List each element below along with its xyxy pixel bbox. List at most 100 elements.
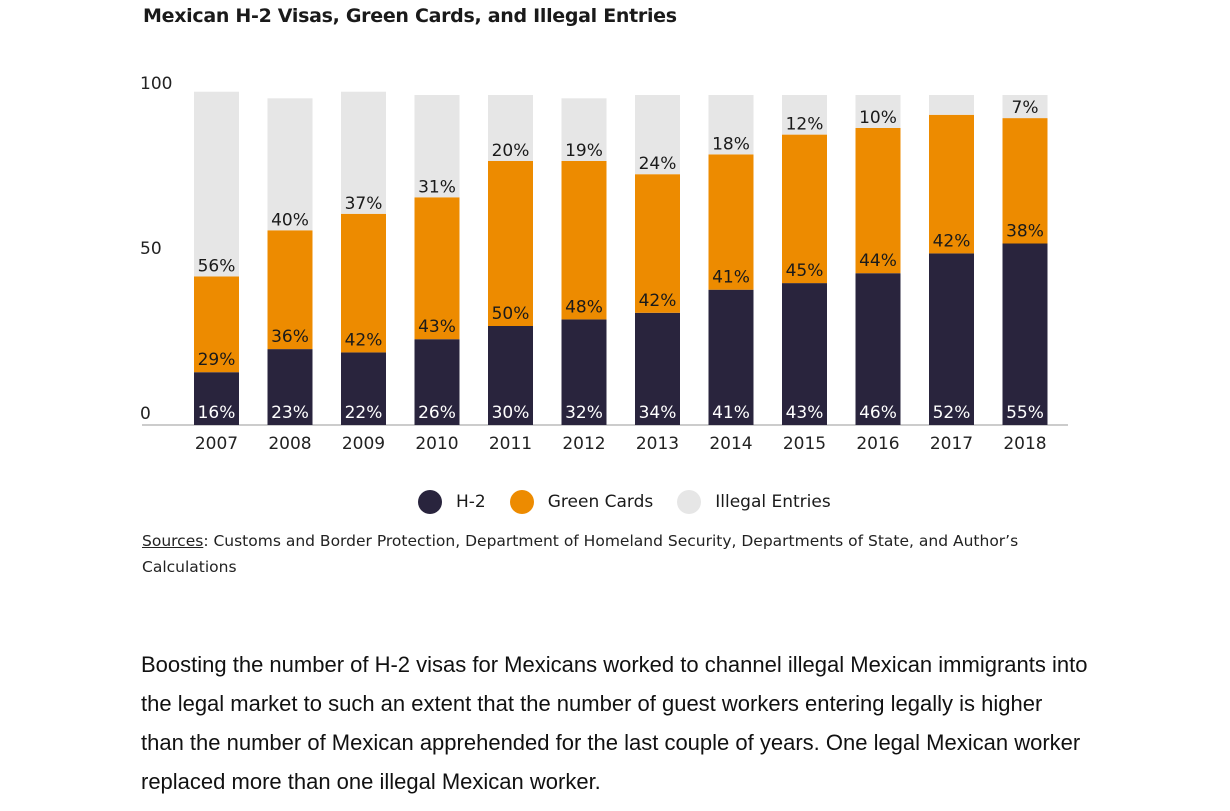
- data-label: 41%: [712, 268, 750, 288]
- bar-segment-green-cards-2010: [414, 197, 460, 340]
- data-label: 16%: [198, 403, 236, 423]
- chart-title: Mexican H-2 Visas, Green Cards, and Ille…: [143, 5, 677, 27]
- bar-segment-h-2-2018: [1002, 243, 1048, 425]
- bar-segment-green-cards-2018: [1002, 118, 1048, 244]
- bar-segment-illegal-entries-2007: [194, 91, 239, 277]
- legend-label-illegal-entries: Illegal Entries: [715, 492, 831, 512]
- legend-label-green-cards: Green Cards: [547, 492, 654, 512]
- legend-swatch-illegal-entries: [677, 490, 702, 514]
- bar-segment-illegal-entries-2008: [267, 98, 313, 231]
- legend-label-h2: H-2: [456, 492, 486, 512]
- legend: H-2 Green Cards Illegal Entries: [418, 490, 855, 514]
- sources-note: Sources: Customs and Border Protection, …: [142, 528, 1022, 580]
- bar-segment-green-cards-2008: [267, 230, 313, 350]
- data-label: 42%: [933, 231, 971, 251]
- x-tick-label: 2008: [268, 434, 311, 454]
- y-tick-label: 0: [140, 404, 151, 424]
- bar-segment-illegal-entries-2016: [855, 95, 901, 128]
- legend-item-h2: H-2: [418, 490, 486, 514]
- bar-segment-illegal-entries-2013: [635, 95, 680, 175]
- data-label: 50%: [492, 304, 530, 324]
- bar-segment-green-cards-2017: [929, 114, 974, 254]
- bar-segment-h-2-2016: [855, 273, 901, 425]
- data-label: 22%: [345, 403, 383, 423]
- sources-label: Sources: [142, 532, 204, 550]
- data-label: 37%: [345, 194, 383, 214]
- data-label: 48%: [565, 297, 603, 317]
- legend-swatch-green-cards: [509, 490, 534, 514]
- data-label: 55%: [1006, 403, 1044, 423]
- data-label: 19%: [565, 141, 603, 161]
- bar-segment-green-cards-2011: [488, 161, 533, 326]
- bar-segment-green-cards-2014: [708, 154, 754, 290]
- data-label: 45%: [786, 261, 824, 281]
- data-label: 30%: [492, 403, 530, 423]
- data-label: 18%: [712, 134, 750, 154]
- sources-text: : Customs and Border Protection, Departm…: [142, 532, 1019, 576]
- x-tick-label: 2010: [415, 434, 458, 454]
- legend-item-green-cards: Green Cards: [509, 490, 654, 514]
- data-label: 26%: [418, 403, 456, 423]
- bar-segment-h-2-2010: [414, 339, 460, 425]
- bar-segment-h-2-2014: [708, 289, 754, 425]
- data-label: 46%: [859, 403, 897, 423]
- data-label: 42%: [639, 291, 677, 311]
- bar-segment-h-2-2009: [341, 352, 386, 425]
- data-label: 43%: [786, 403, 824, 423]
- body-paragraph: Boosting the number of H-2 visas for Mex…: [141, 652, 1088, 794]
- bar-segment-illegal-entries-2009: [341, 91, 386, 214]
- data-label: 56%: [198, 257, 236, 277]
- x-tick-label: 2012: [562, 434, 605, 454]
- data-label: 34%: [639, 403, 677, 423]
- bar-segment-green-cards-2016: [855, 128, 901, 274]
- data-label: 52%: [933, 403, 971, 423]
- x-tick-label: 2011: [489, 434, 532, 454]
- legend-swatch-h2: [418, 490, 442, 514]
- y-tick-label: 50: [140, 239, 162, 259]
- data-label: 31%: [418, 177, 456, 197]
- data-label: 44%: [859, 251, 897, 271]
- x-tick-label: 2016: [856, 434, 899, 454]
- legend-item-illegal-entries: Illegal Entries: [677, 490, 831, 514]
- bar-segment-illegal-entries-2011: [488, 95, 533, 161]
- data-label: 23%: [271, 403, 309, 423]
- x-tick-label: 2007: [195, 434, 238, 454]
- bar-segment-illegal-entries-2015: [782, 95, 827, 135]
- data-label: 38%: [1006, 222, 1044, 242]
- bar-segment-h-2-2015: [782, 283, 827, 425]
- bar-segment-green-cards-2015: [782, 134, 827, 284]
- data-label: 36%: [271, 327, 309, 347]
- data-label: 29%: [198, 350, 236, 370]
- bar-segment-h-2-2013: [635, 312, 680, 425]
- data-label: 10%: [859, 108, 897, 128]
- data-label: 20%: [492, 141, 530, 161]
- bar-segment-green-cards-2012: [561, 161, 607, 320]
- bar-segment-h-2-2011: [488, 326, 533, 425]
- data-label: 32%: [565, 403, 603, 423]
- data-label: 7%: [1012, 98, 1039, 118]
- data-label: 42%: [345, 330, 383, 350]
- x-tick-label: 2017: [930, 434, 973, 454]
- data-label: 40%: [271, 210, 309, 230]
- bar-segment-illegal-entries-2010: [414, 95, 460, 198]
- bar-segment-green-cards-2013: [635, 174, 680, 313]
- data-label: 24%: [639, 154, 677, 174]
- bar-segment-h-2-2008: [267, 349, 313, 425]
- x-tick-label: 2015: [783, 434, 826, 454]
- x-tick-label: 2014: [709, 434, 752, 454]
- x-tick-label: 2013: [636, 434, 679, 454]
- x-tick-label: 2009: [342, 434, 385, 454]
- bar-segment-illegal-entries-2012: [561, 98, 607, 161]
- y-tick-label: 100: [140, 74, 172, 94]
- stacked-bar-chart: 0 50 100 16% 29% 56% 2007 23% 36% 40% 2008 22% 42% 37…: [140, 74, 1068, 454]
- bar-segment-h-2-2012: [561, 319, 607, 425]
- bar-segment-illegal-entries-2018: [1002, 95, 1048, 119]
- data-label: 12%: [786, 115, 824, 135]
- bar-segment-green-cards-2009: [341, 213, 386, 353]
- bar-segment-h-2-2007: [194, 372, 239, 425]
- bar-segment-illegal-entries-2014: [708, 95, 754, 155]
- bar-segment-green-cards-2007: [194, 276, 239, 373]
- data-label: 41%: [712, 403, 750, 423]
- data-label: 43%: [418, 317, 456, 337]
- bar-segment-illegal-entries-2017: [929, 95, 974, 115]
